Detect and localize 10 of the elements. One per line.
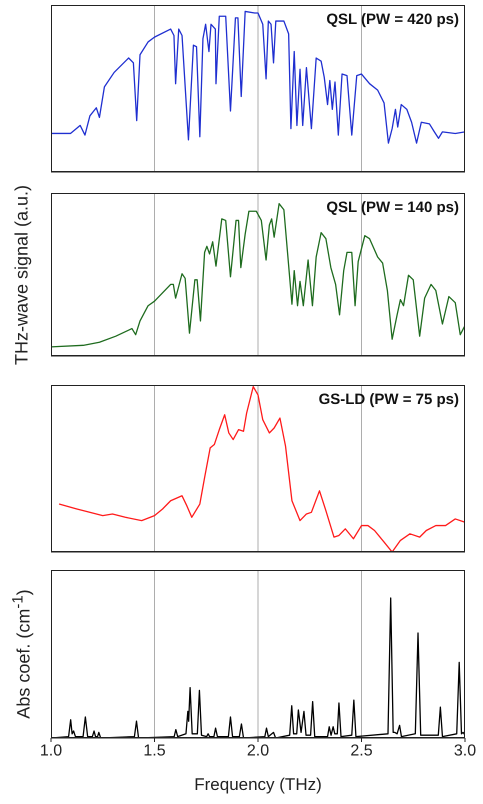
annotation: QSL (PW = 420 ps): [326, 11, 459, 28]
y-axis-title: THz-wave signal (a.u.): [12, 184, 32, 365]
x-tick-label: 1.0: [40, 742, 62, 760]
annotation: QSL (PW = 140 ps): [326, 199, 459, 216]
x-tick-label: 1.5: [143, 742, 166, 760]
annotation: GS-LD (PW = 75 ps): [318, 391, 459, 408]
x-axis-title: Frequency (THz): [194, 775, 322, 794]
x-tick-label: 2.5: [350, 742, 373, 760]
x-tick-label: 2.0: [246, 742, 270, 760]
x-tick-label: 3.0: [454, 742, 476, 760]
